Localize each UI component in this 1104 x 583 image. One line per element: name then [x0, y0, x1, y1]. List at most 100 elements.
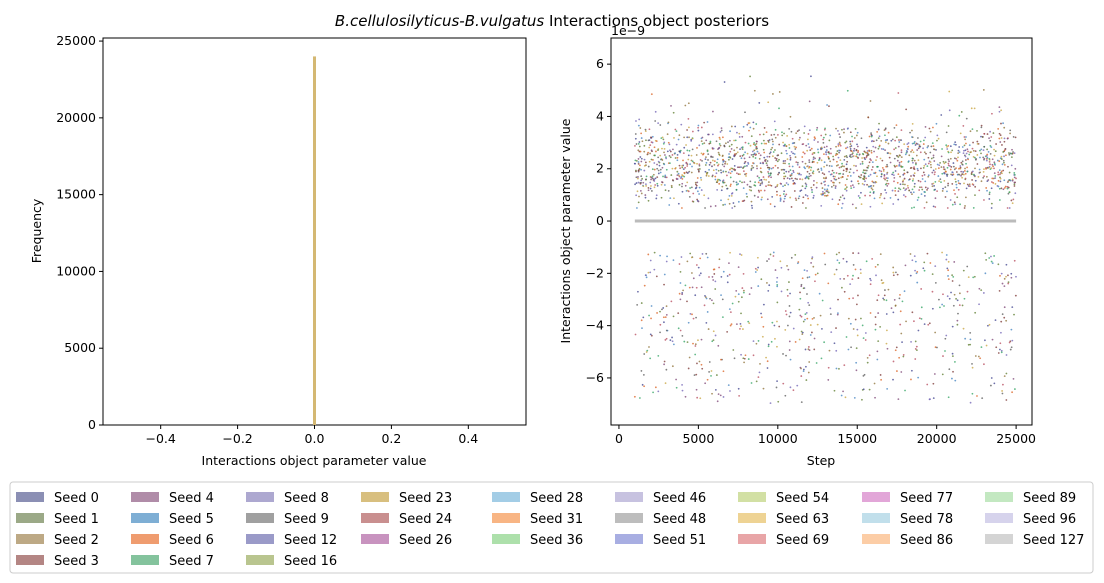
scatter-point	[856, 328, 859, 331]
scatter-point	[722, 179, 725, 182]
scatter-point	[637, 169, 640, 172]
scatter-point	[774, 157, 777, 159]
scatter-point	[647, 189, 650, 192]
scatter-point	[661, 136, 664, 139]
scatter-point	[641, 177, 644, 180]
scatter-point	[814, 137, 817, 140]
scatter-point	[697, 126, 700, 129]
scatter-point	[695, 286, 698, 289]
scatter-point	[864, 158, 867, 161]
scatter-point	[708, 163, 711, 166]
scatter-point	[698, 193, 700, 195]
scatter-point	[988, 137, 990, 140]
legend-swatch	[131, 555, 159, 565]
scatter-point	[882, 168, 885, 171]
scatter-point	[715, 374, 718, 376]
scatter-point	[856, 169, 858, 172]
scatter-point	[897, 145, 900, 148]
scatter-point	[825, 177, 828, 180]
scatter-point	[801, 178, 804, 181]
scatter-point	[936, 139, 938, 142]
scatter-point	[706, 256, 709, 259]
scatter-point	[838, 166, 841, 169]
scatter-point	[802, 287, 805, 290]
scatter-point	[963, 297, 966, 300]
scatter-point	[681, 383, 683, 386]
scatter-point	[887, 131, 890, 134]
scatter-point	[934, 346, 937, 349]
scatter-point	[935, 122, 938, 125]
scatter-x-tick-label: 20000	[917, 431, 957, 446]
scatter-point	[1000, 351, 1003, 354]
scatter-point	[671, 365, 674, 368]
scatter-point	[951, 280, 954, 282]
scatter-point	[812, 172, 815, 175]
scatter-point	[929, 398, 931, 401]
scatter-point	[696, 199, 699, 202]
scatter-point	[954, 203, 957, 206]
scatter-point	[974, 167, 976, 170]
scatter-point	[779, 260, 782, 263]
scatter-point	[845, 154, 848, 157]
scatter-point	[779, 200, 782, 202]
scatter-point	[924, 163, 927, 166]
scatter-point	[983, 199, 985, 201]
scatter-point	[921, 178, 924, 180]
scatter-point	[872, 185, 875, 187]
scatter-point	[661, 308, 663, 311]
scatter-point	[741, 135, 744, 138]
scatter-point	[993, 148, 995, 151]
scatter-point	[695, 186, 698, 189]
scatter-point	[883, 197, 886, 200]
scatter-point	[846, 146, 849, 149]
scatter-point	[663, 321, 665, 324]
scatter-point	[717, 164, 719, 167]
scatter-point	[776, 283, 779, 286]
scatter-point	[801, 277, 804, 280]
scatter-point	[757, 181, 760, 184]
scatter-point	[982, 89, 985, 91]
scatter-point	[810, 331, 813, 334]
scatter-point	[931, 307, 934, 310]
scatter-point	[885, 299, 888, 302]
scatter-point	[767, 184, 770, 186]
scatter-point	[751, 164, 753, 167]
scatter-point	[1014, 192, 1017, 195]
scatter-point	[714, 280, 717, 283]
scatter-point	[852, 186, 855, 189]
scatter-point	[876, 165, 879, 168]
scatter-point	[902, 187, 905, 190]
scatter-point	[660, 196, 663, 199]
scatter-point	[929, 151, 932, 154]
scatter-point	[684, 284, 687, 287]
scatter-point	[696, 162, 698, 165]
scatter-point	[1001, 392, 1004, 395]
scatter-point	[664, 316, 667, 319]
scatter-point	[1007, 282, 1010, 285]
scatter-point	[820, 134, 823, 137]
scatter-point	[794, 182, 797, 185]
scatter-point	[752, 127, 755, 130]
histogram-bars	[313, 56, 316, 426]
scatter-point	[730, 143, 733, 146]
scatter-point	[947, 275, 949, 277]
scatter-point	[695, 154, 698, 156]
scatter-point	[894, 349, 897, 352]
scatter-point	[1000, 272, 1003, 275]
scatter-point	[895, 271, 897, 274]
scatter-point	[999, 134, 1002, 137]
scatter-point	[696, 181, 699, 184]
scatter-point	[645, 178, 647, 181]
scatter-point	[696, 362, 698, 365]
scatter-point	[699, 397, 702, 400]
scatter-point	[988, 323, 991, 326]
scatter-point	[710, 370, 713, 372]
scatter-point	[768, 155, 771, 158]
scatter-point	[703, 142, 706, 145]
histogram-x-tick-label: −0.2	[222, 431, 252, 446]
scatter-point	[932, 205, 935, 208]
scatter-point	[880, 192, 882, 195]
scatter-point	[911, 149, 914, 152]
scatter-point	[841, 202, 844, 205]
scatter-point	[649, 187, 652, 190]
